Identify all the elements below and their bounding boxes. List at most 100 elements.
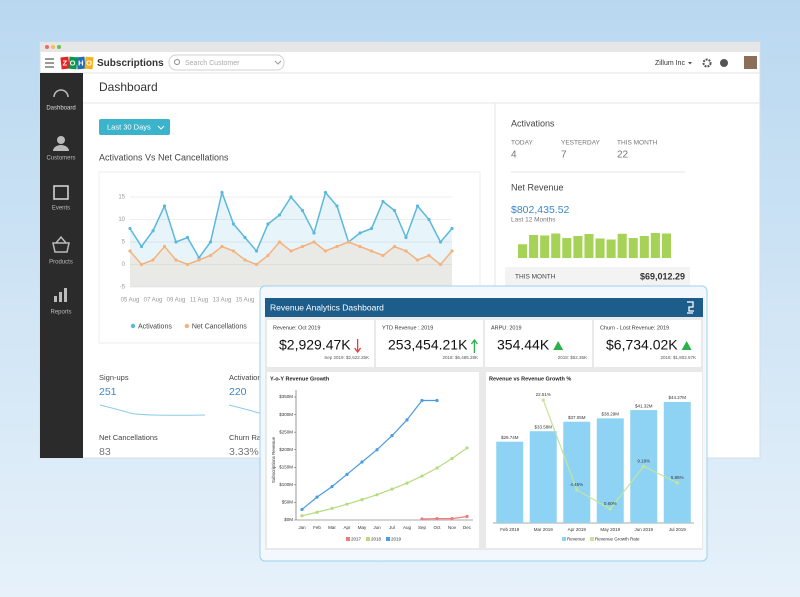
point <box>277 240 282 244</box>
section-title: Activations <box>511 118 555 128</box>
value-label: 22.51% <box>536 392 551 397</box>
x-tick-label: Mar <box>328 525 336 530</box>
range-button[interactable] <box>99 119 170 135</box>
point <box>405 481 409 485</box>
y-tick-label: $200M <box>279 447 293 452</box>
legend-swatch <box>562 537 566 541</box>
point <box>369 226 374 231</box>
bar <box>496 441 524 523</box>
value-label: $38.29M <box>601 412 619 417</box>
y-tick-label: $150M <box>279 464 293 469</box>
bar <box>573 236 583 258</box>
point <box>289 195 293 199</box>
this-month-label: THIS MONTH <box>515 274 556 281</box>
point <box>174 258 178 262</box>
point <box>128 249 132 253</box>
point <box>405 418 409 422</box>
kpi-value: $2,929.47K <box>279 337 351 353</box>
chevron <box>688 62 692 65</box>
metric-value: 83 <box>99 446 111 458</box>
chart-title: Revenue vs Revenue Growth % <box>489 376 571 382</box>
kpi-compare: 2018: $1,802.57K <box>660 355 696 360</box>
x-tick-label: Aug <box>403 525 412 530</box>
kpi-card <box>485 320 592 367</box>
x-tick-label: May <box>358 525 367 530</box>
sidebar-label[interactable]: Reports <box>50 310 71 316</box>
value-label: $44.27M <box>668 395 686 400</box>
point <box>390 487 394 491</box>
net-revenue-amount: $802,435.52 <box>511 204 570 216</box>
settings-icon[interactable] <box>702 58 712 68</box>
line <box>421 515 468 520</box>
point <box>300 244 305 249</box>
sidebar-label[interactable]: Customers <box>46 156 75 162</box>
legend-swatch <box>346 537 350 541</box>
nav-icon <box>59 292 62 302</box>
bar <box>639 236 649 258</box>
chart-title: Y-o-Y Revenue Growth <box>270 376 330 382</box>
point <box>197 258 201 262</box>
section-title: Net Revenue <box>511 182 564 192</box>
range-button-label: Last 30 Days <box>107 122 151 131</box>
nav-icon <box>54 296 57 302</box>
x-tick-label: 13 Aug <box>213 298 232 304</box>
value-label: $37.05M <box>568 415 586 420</box>
point <box>300 507 304 512</box>
x-tick-label: Apr <box>343 525 351 530</box>
x-tick-label: Jul <box>389 525 395 530</box>
overlay-logo <box>687 301 694 314</box>
bar <box>663 402 691 523</box>
trend-arrow <box>681 341 692 350</box>
point <box>243 258 247 262</box>
metric-label: Sign-ups <box>99 373 129 382</box>
point <box>427 253 431 258</box>
metric-label: Activations <box>229 373 266 382</box>
sidebar-label[interactable]: Dashboard <box>46 106 75 112</box>
point <box>435 466 439 470</box>
legend-swatch <box>386 537 391 541</box>
legend-label: Revenue <box>567 537 586 542</box>
point <box>360 498 364 502</box>
point <box>277 213 282 217</box>
point <box>642 464 646 468</box>
point <box>220 190 224 195</box>
point <box>404 249 408 253</box>
point <box>312 231 316 235</box>
chart-panel <box>267 372 479 548</box>
window-dot <box>51 45 55 49</box>
point <box>346 240 351 244</box>
bar <box>529 431 557 523</box>
y-tick-label: $300M <box>279 412 293 417</box>
search-box[interactable] <box>168 54 285 71</box>
point <box>151 258 155 262</box>
sidebar-label[interactable]: Products <box>49 260 73 266</box>
y-tick-label: 0 <box>122 262 126 268</box>
bar <box>563 421 591 523</box>
nav-icon <box>64 288 67 302</box>
metric-value: 3.33% <box>229 446 259 458</box>
brand: Subscriptions <box>97 58 164 69</box>
kpi-label: Revenue: Oct 2019 <box>273 325 320 331</box>
point <box>197 256 201 260</box>
point <box>438 262 443 267</box>
net-revenue-period: Last 12 Months <box>511 217 556 224</box>
x-tick-label: 05 Aug <box>121 298 140 304</box>
y-tick-label: $100M <box>279 482 293 487</box>
org-name[interactable]: Zillum Inc <box>655 60 685 67</box>
menu-icon[interactable] <box>45 58 54 68</box>
sidebar-label[interactable]: Events <box>52 206 70 212</box>
value-label: $41.32M <box>635 403 653 408</box>
bar <box>551 233 561 258</box>
y-tick-label: 10 <box>118 217 125 223</box>
value-label: 5.85% <box>671 475 684 480</box>
help-icon[interactable] <box>720 59 728 67</box>
value-label: $29.74M <box>501 435 519 440</box>
point <box>330 485 334 489</box>
avatar[interactable] <box>744 56 757 69</box>
x-tick-label: Sep <box>418 525 427 530</box>
kpi-compare: 2018: $52.36K <box>558 355 587 360</box>
bar <box>650 233 660 258</box>
chevron <box>274 60 282 65</box>
x-tick-label: Jun 2019 <box>634 527 653 532</box>
